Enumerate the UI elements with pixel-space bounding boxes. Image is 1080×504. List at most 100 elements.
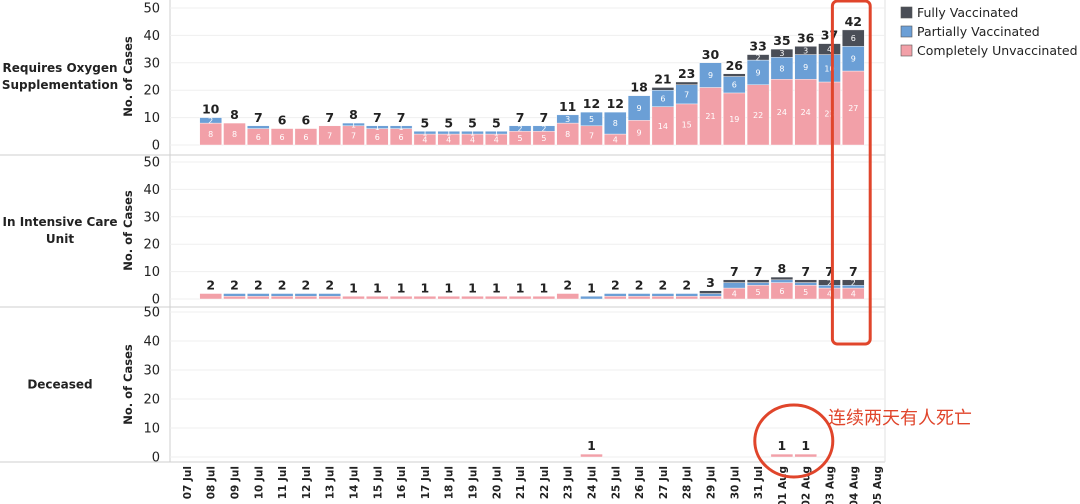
segment-label: 2 — [756, 53, 761, 62]
bar-total-label: 1 — [801, 438, 810, 453]
segment-label: 9 — [756, 68, 761, 77]
bar-segment — [794, 279, 817, 283]
bar-total-label: 1 — [540, 280, 549, 295]
bar-segment — [485, 131, 508, 135]
x-tick-label: 17 Jul — [420, 466, 432, 499]
bar-segment — [675, 81, 698, 85]
bar-segment — [294, 293, 318, 297]
x-tick-label: 12 Jul — [301, 466, 313, 499]
segment-label: 3 — [803, 46, 808, 55]
bar-total-label: 3 — [706, 275, 715, 290]
segment-label: 5 — [589, 115, 594, 124]
segment-label: 4 — [494, 136, 499, 145]
bar-total-label: 26 — [726, 58, 744, 73]
segment-label: 4 — [827, 290, 832, 299]
y-tick-label: 50 — [143, 2, 160, 17]
bar-total-label: 1 — [587, 280, 596, 295]
segment-label: 27 — [848, 104, 858, 113]
segment-label: 21 — [705, 112, 715, 121]
bar-total-label: 2 — [302, 278, 311, 293]
legend-label: Completely Unvaccinated — [917, 43, 1078, 58]
segment-label: 8 — [613, 119, 618, 128]
bar-total-label: 7 — [373, 110, 382, 125]
bar-segment — [580, 111, 603, 127]
bar-total-label: 11 — [559, 99, 576, 114]
segment-label: 7 — [351, 131, 356, 140]
segment-label: 1 — [494, 129, 499, 138]
bar-segment — [413, 131, 437, 135]
segment-label: 2 — [827, 279, 832, 288]
bar-total-label: 5 — [492, 115, 501, 130]
row-label: Supplementation — [2, 78, 118, 92]
bar-total-label: 8 — [230, 107, 239, 122]
bar-segment — [508, 125, 532, 132]
bar-segment — [675, 293, 698, 297]
bar-segment — [342, 296, 365, 300]
bar-segment — [770, 48, 794, 58]
segment-label: 23 — [824, 109, 834, 118]
bar-segment — [389, 296, 413, 300]
bar-total-label: 7 — [516, 110, 525, 125]
bar-total-label: 2 — [230, 278, 239, 293]
bar-total-label: 35 — [773, 33, 790, 48]
segment-label: 7 — [589, 131, 594, 140]
bar-total-label: 5 — [421, 115, 430, 130]
y-tick-label: 10 — [143, 111, 160, 126]
segment-label: 8 — [779, 64, 784, 73]
bar-segment — [532, 125, 556, 132]
bar-total-label: 1 — [468, 280, 477, 295]
x-tick-label: 24 Jul — [587, 466, 599, 499]
segment-label: 6 — [375, 133, 380, 142]
segment-label: 4 — [827, 45, 832, 54]
bar-segment — [223, 296, 246, 300]
bar-segment — [651, 87, 675, 91]
bar-segment — [675, 296, 698, 300]
bar-total-label: 2 — [254, 278, 263, 293]
bar-segment — [699, 296, 722, 300]
bar-total-label: 1 — [421, 280, 430, 295]
bar-segment — [580, 453, 603, 458]
bar-total-label: 2 — [635, 278, 644, 293]
bar-segment — [223, 293, 246, 297]
segment-label: 1 — [351, 120, 356, 129]
y-tick-label: 50 — [143, 306, 160, 321]
bar-total-label: 37 — [821, 28, 838, 43]
y-tick-label: 10 — [143, 265, 160, 280]
x-tick-label: 11 Jul — [277, 466, 289, 499]
bar-segment — [723, 279, 746, 283]
segment-label: 5 — [541, 134, 546, 143]
segment-label: 6 — [732, 81, 737, 90]
bar-total-label: 7 — [730, 264, 739, 279]
segment-label: 6 — [303, 133, 308, 142]
bar-total-label: 7 — [254, 110, 263, 125]
row-label: Requires Oxygen — [2, 61, 117, 75]
bar-total-label: 7 — [397, 110, 406, 125]
x-tick-label: 25 Jul — [610, 466, 622, 499]
bar-segment — [389, 125, 413, 129]
segment-label: 1 — [399, 123, 404, 132]
segment-label: 6 — [851, 34, 856, 43]
bar-segment — [413, 296, 437, 300]
y-tick-label: 30 — [143, 364, 160, 379]
segment-label: 2 — [851, 279, 856, 288]
bar-total-label: 5 — [468, 115, 477, 130]
legend-swatch — [900, 6, 913, 19]
segment-label: 8 — [565, 130, 570, 139]
bar-segment — [651, 296, 675, 300]
bar-total-label: 6 — [278, 113, 287, 128]
segment-label: 3 — [565, 115, 570, 124]
y-axis-title: No. of Cases — [121, 344, 135, 425]
bar-segment — [770, 279, 794, 283]
bar-total-label: 1 — [587, 438, 596, 453]
bar-total-label: 36 — [797, 30, 815, 45]
x-tick-label: 10 Jul — [253, 466, 265, 499]
bar-segment — [318, 293, 341, 297]
x-tick-label: 15 Jul — [372, 466, 384, 499]
y-tick-label: 0 — [152, 293, 160, 308]
bar-total-label: 1 — [444, 280, 453, 295]
segment-label: 6 — [399, 133, 404, 142]
bar-total-label: 1 — [397, 280, 406, 295]
bar-total-label: 12 — [583, 96, 600, 111]
y-tick-label: 40 — [143, 335, 160, 350]
bar-segment — [342, 122, 365, 127]
